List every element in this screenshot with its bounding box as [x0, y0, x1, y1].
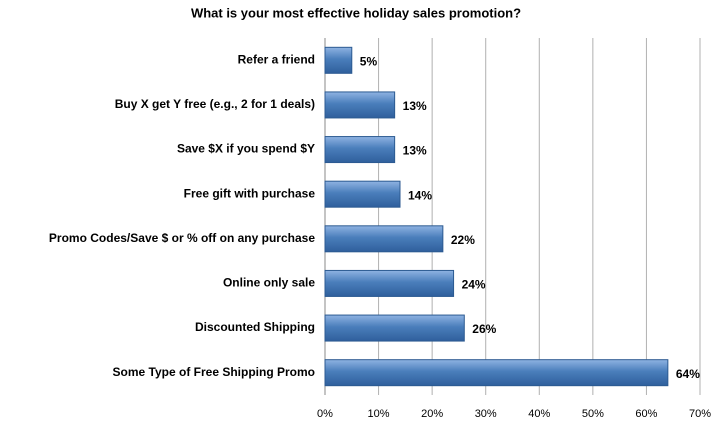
bar	[324, 136, 396, 164]
bar	[324, 269, 455, 297]
y-tick-label: Free gift with purchase	[184, 186, 316, 200]
value-label: 64%	[676, 367, 700, 381]
x-tick-label: 10%	[368, 408, 390, 420]
y-tick-label: Save $X if you spend $Y	[177, 142, 315, 156]
value-label: 26%	[472, 322, 496, 336]
x-tick-label: 0%	[317, 408, 333, 420]
bar	[324, 314, 465, 342]
x-tick-label: 20%	[421, 408, 443, 420]
y-tick-label: Buy X get Y free (e.g., 2 for 1 deals)	[115, 97, 315, 111]
bar	[324, 91, 396, 119]
x-tick-label: 40%	[528, 408, 550, 420]
bar	[324, 46, 353, 74]
value-label: 24%	[462, 278, 486, 292]
x-tick-label: 50%	[582, 408, 604, 420]
y-tick-label: Discounted Shipping	[195, 320, 315, 334]
chart-title: What is your most effective holiday sale…	[191, 5, 521, 20]
value-label: 22%	[451, 233, 475, 247]
bar	[324, 180, 401, 208]
y-tick-label: Promo Codes/Save $ or % off on any purch…	[49, 231, 315, 245]
value-label: 13%	[403, 99, 427, 113]
y-tick-label: Refer a friend	[238, 52, 315, 66]
y-tick-label: Some Type of Free Shipping Promo	[113, 365, 315, 379]
y-tick-label: Online only sale	[223, 276, 315, 290]
bar	[324, 359, 669, 387]
bar	[324, 225, 444, 253]
value-label: 14%	[408, 188, 432, 202]
x-tick-label: 70%	[689, 408, 711, 420]
value-label: 13%	[403, 144, 427, 158]
x-tick-label: 60%	[635, 408, 657, 420]
value-label: 5%	[360, 54, 378, 68]
x-tick-label: 30%	[475, 408, 497, 420]
